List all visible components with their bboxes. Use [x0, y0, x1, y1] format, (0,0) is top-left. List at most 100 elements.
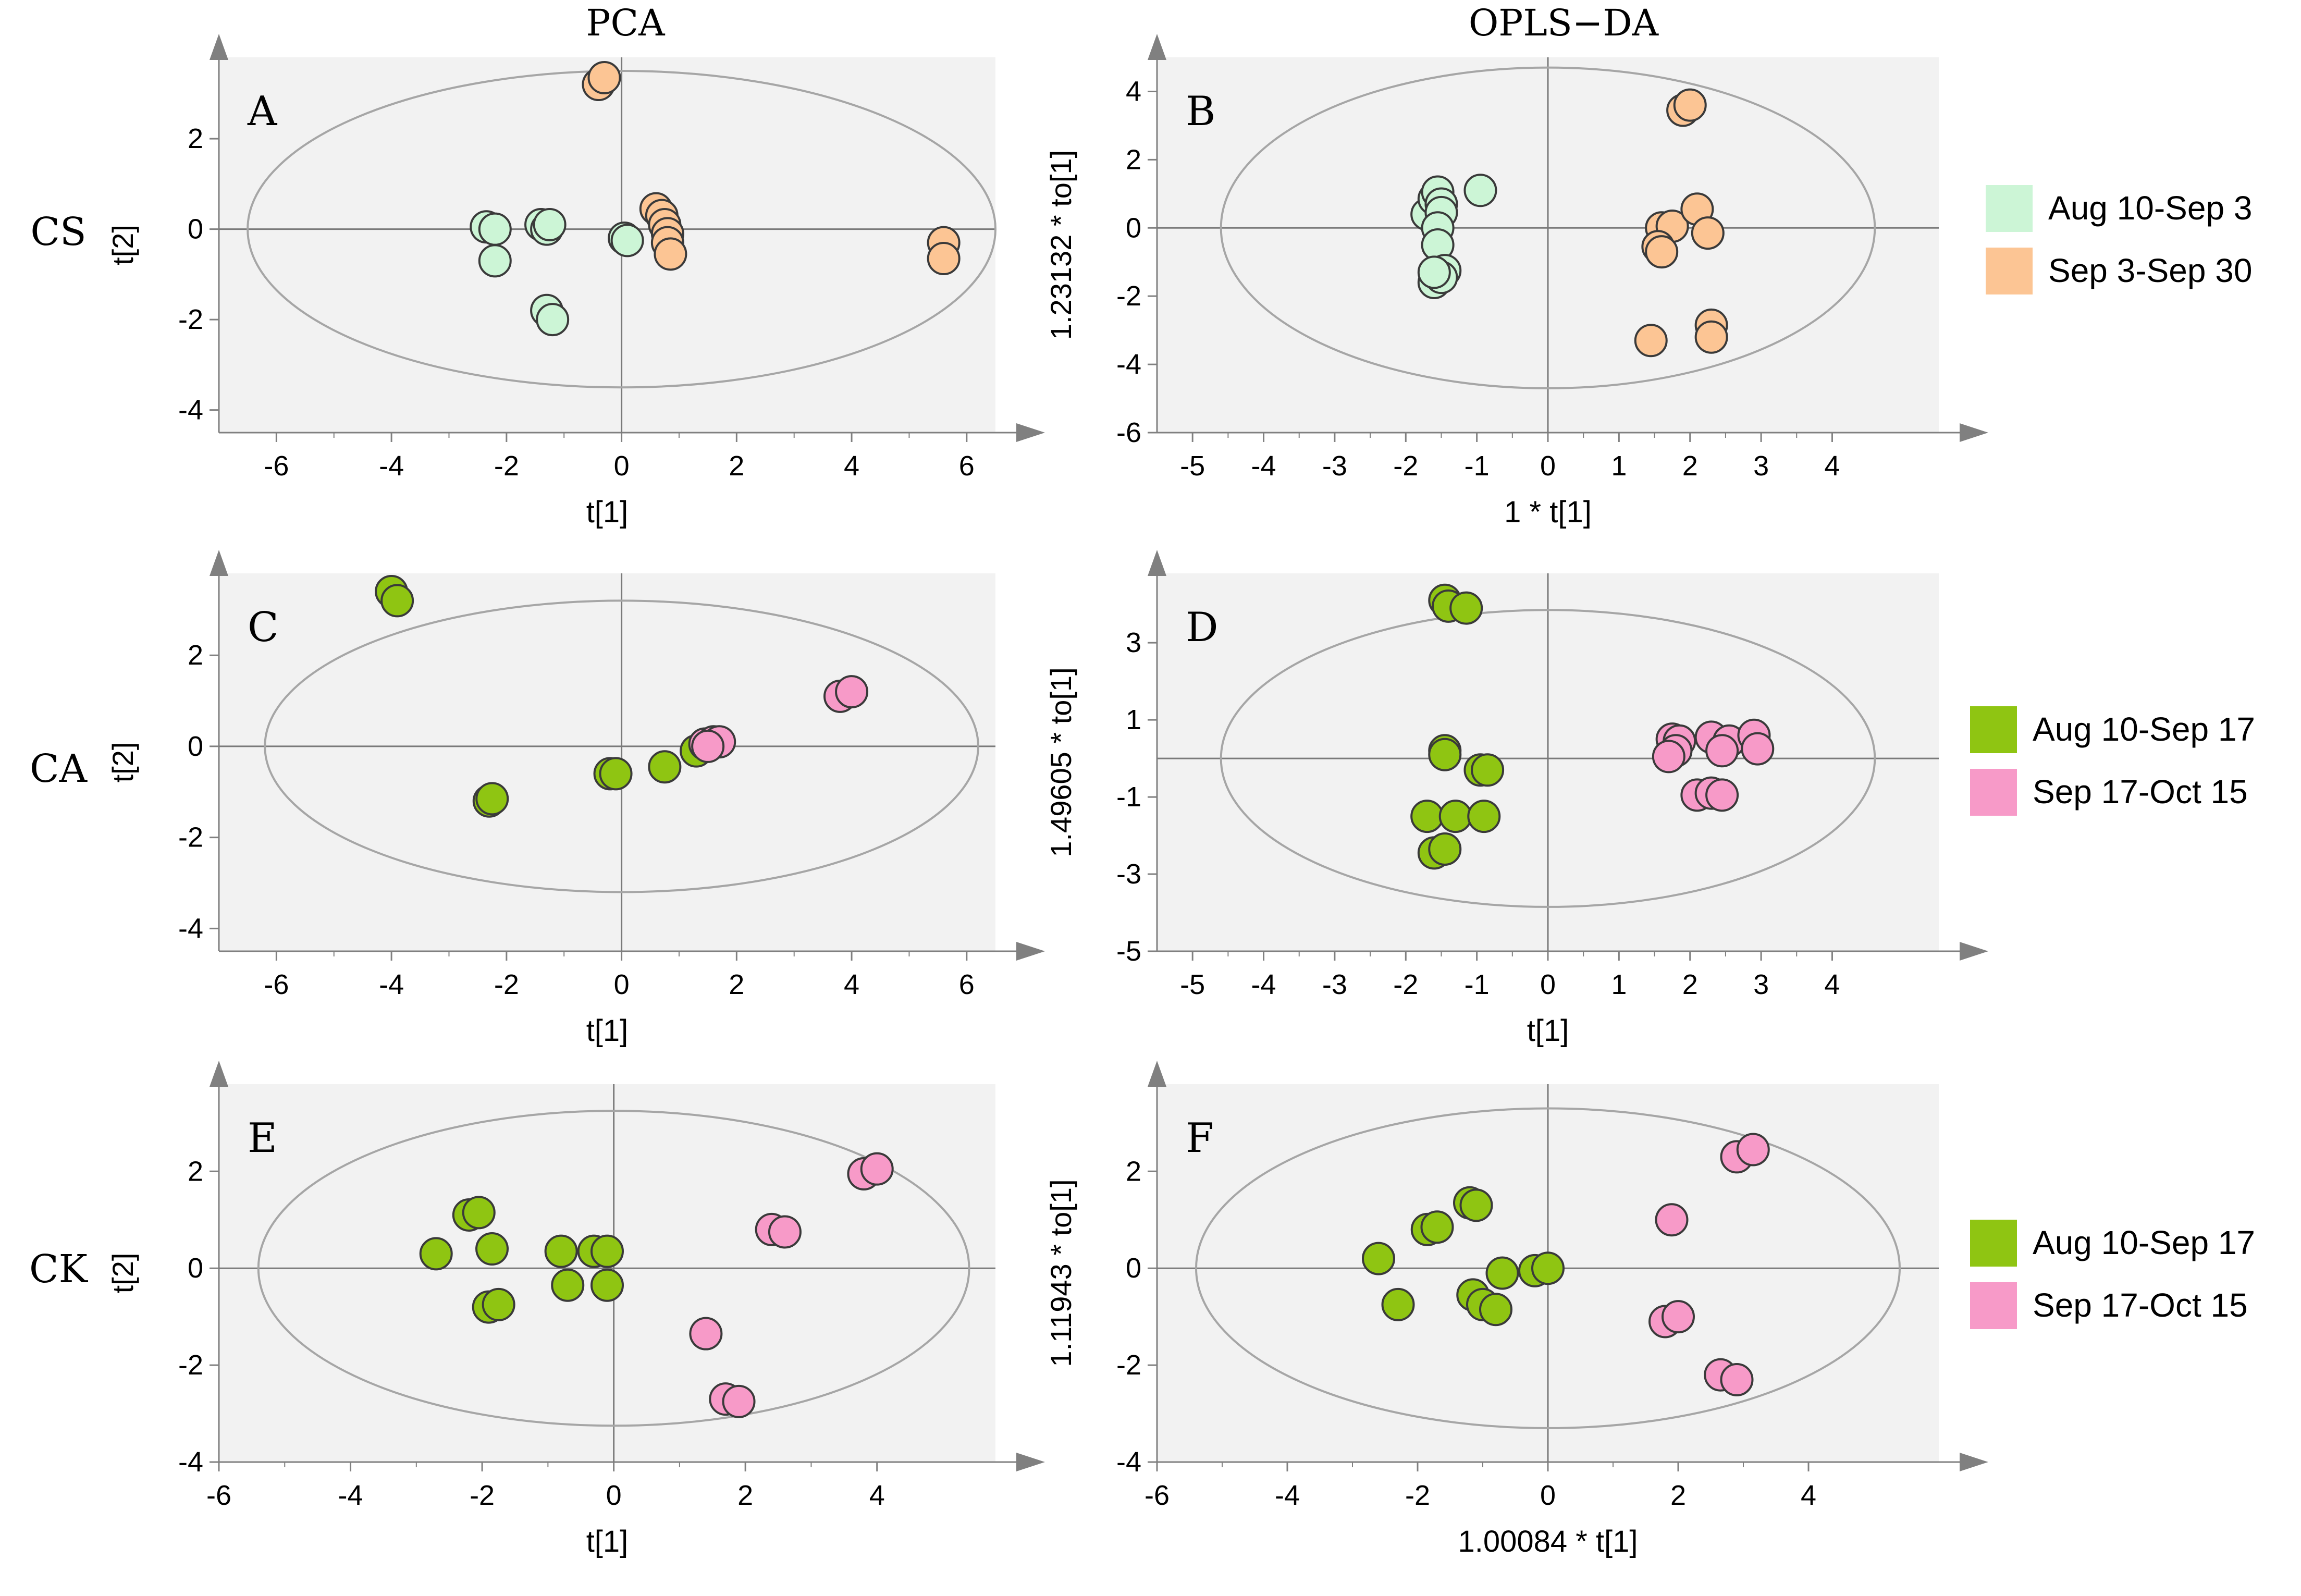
y-tick-label: -2 — [178, 1349, 203, 1381]
data-point — [1428, 738, 1462, 771]
data-point — [1720, 1362, 1754, 1396]
x-tick-label: -4 — [338, 1480, 363, 1511]
x-axis-arrow — [1960, 1453, 1988, 1471]
data-point — [1673, 88, 1707, 122]
data-point — [610, 224, 644, 257]
data-point — [1655, 1203, 1689, 1237]
y-tick-label: 4 — [1126, 76, 1141, 107]
legend-label: Sep 17-Oct 15 — [2033, 773, 2248, 811]
x-tick-label: 0 — [1540, 450, 1556, 482]
y-axis-title: t[2] — [106, 742, 139, 783]
legend-swatch — [1986, 248, 2033, 294]
x-tick-label: 1 — [1611, 450, 1627, 482]
x-tick-label: -2 — [470, 1480, 495, 1511]
row-label-cs: CS — [30, 210, 86, 254]
x-tick-label: 6 — [959, 969, 975, 1000]
y-axis-arrow — [210, 550, 228, 576]
data-point — [1467, 800, 1501, 833]
x-tick-label: -6 — [206, 1480, 231, 1511]
x-tick-label: -2 — [494, 969, 519, 1000]
x-axis-title: t[1] — [1527, 1014, 1569, 1048]
data-point — [1449, 591, 1483, 625]
y-tick-label: -3 — [1116, 858, 1141, 890]
x-tick-label: 2 — [737, 1480, 753, 1511]
data-point — [536, 303, 570, 337]
data-point — [1420, 1210, 1454, 1244]
y-axis-arrow — [1148, 550, 1166, 576]
y-tick-label: 0 — [188, 214, 203, 245]
y-axis-title: t[2] — [106, 225, 139, 265]
y-tick-label: 2 — [188, 123, 203, 154]
x-axis-arrow — [1016, 1453, 1045, 1471]
y-tick-label: 2 — [188, 640, 203, 671]
data-point — [1471, 753, 1505, 787]
x-tick-label: 4 — [1824, 450, 1840, 482]
y-tick-label: -1 — [1116, 781, 1141, 813]
row-label-ca: CA — [30, 746, 88, 791]
x-tick-label: 2 — [1670, 1480, 1686, 1511]
data-point — [1438, 800, 1472, 833]
x-tick-label: 0 — [614, 969, 630, 1000]
y-tick-label: -5 — [1116, 936, 1141, 967]
data-point — [654, 237, 687, 271]
data-point — [1381, 1287, 1415, 1321]
x-tick-label: -4 — [379, 969, 404, 1000]
data-point — [590, 1234, 624, 1268]
legend-swatch — [1970, 706, 2017, 753]
y-tick-label: -2 — [1116, 280, 1141, 312]
data-point — [462, 1196, 496, 1230]
panel-c: -6 -4 -2 0 2 4 6 -4 -2 0 2 t[1] t[2] C — [106, 550, 1045, 1048]
legend-row-3: Aug 10-Sep 17 Sep 17-Oct 15 — [1970, 1220, 2255, 1329]
legend-swatch — [1970, 1220, 2017, 1267]
row-label-ck: CK — [29, 1247, 89, 1292]
data-point — [927, 242, 961, 276]
y-tick-label: -2 — [178, 822, 203, 853]
y-axis-arrow — [210, 34, 228, 60]
x-tick-label: -4 — [1275, 1480, 1300, 1511]
confidence-ellipse — [257, 1110, 970, 1427]
y-tick-label: 2 — [188, 1156, 203, 1187]
x-tick-label: 4 — [1824, 969, 1840, 1000]
y-tick-label: -4 — [178, 1446, 203, 1478]
y-axis-arrow — [1148, 1061, 1166, 1087]
y-tick-label: -4 — [1116, 349, 1141, 380]
y-axis-title: 1.11943 * to[1] — [1044, 1179, 1077, 1367]
y-axis-title: 1.23132 * to[1] — [1044, 150, 1077, 340]
data-point — [1459, 1188, 1493, 1222]
data-point — [482, 1287, 515, 1321]
y-axis-title: t[2] — [106, 1253, 139, 1294]
y-tick-label: 0 — [188, 1253, 203, 1284]
data-point — [380, 584, 414, 618]
x-tick-label: 2 — [1682, 450, 1698, 482]
legend-label: Aug 10-Sep 3 — [2048, 189, 2252, 227]
data-point — [768, 1215, 802, 1249]
data-point — [478, 244, 512, 278]
x-tick-label: -2 — [1393, 450, 1418, 482]
data-point — [1652, 740, 1685, 774]
confidence-ellipse — [1195, 1107, 1901, 1429]
y-tick-label: 0 — [1126, 1253, 1141, 1284]
data-point — [1485, 1256, 1519, 1290]
panel-letter: A — [247, 88, 278, 135]
confidence-ellipse — [264, 599, 979, 893]
panel-letter: E — [248, 1115, 277, 1162]
confidence-ellipse — [1220, 66, 1876, 389]
data-point — [475, 1232, 509, 1266]
data-point — [1428, 832, 1462, 866]
x-tick-label: 0 — [1540, 1480, 1556, 1511]
data-point — [1634, 324, 1668, 358]
data-point — [722, 1384, 756, 1418]
legend-swatch — [1970, 1282, 2017, 1329]
x-tick-label: -2 — [1405, 1480, 1430, 1511]
header-oplsda: OPLS−DA — [1469, 2, 1659, 44]
x-axis-arrow — [1016, 942, 1045, 961]
data-point — [544, 1234, 578, 1268]
x-tick-label: 2 — [1682, 969, 1698, 1000]
y-tick-label: 1 — [1126, 704, 1141, 735]
x-tick-label: 6 — [959, 450, 975, 482]
data-point — [599, 757, 633, 791]
x-tick-label: 3 — [1753, 450, 1769, 482]
confidence-ellipse — [1220, 609, 1876, 908]
